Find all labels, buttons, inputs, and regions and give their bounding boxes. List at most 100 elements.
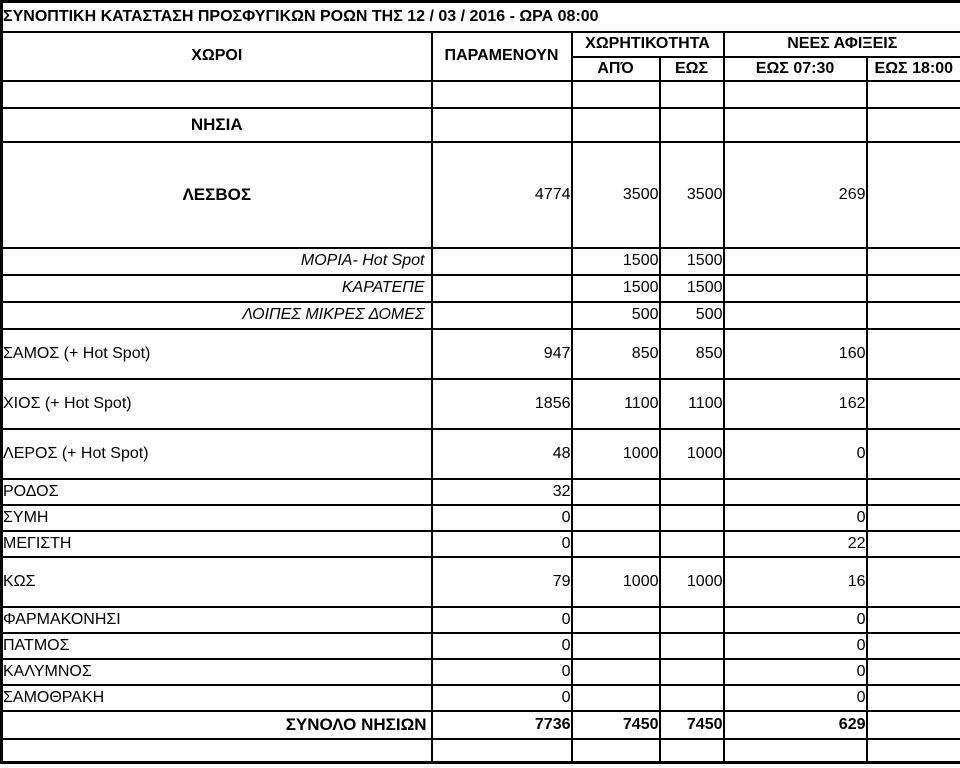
- cell-remaining: 0: [430, 529, 573, 558]
- cell-remaining: 947: [430, 327, 573, 380]
- row-label: ΧΙΟΣ (+ Hot Spot): [0, 377, 433, 430]
- cell-capacity-to: 7450: [658, 709, 725, 740]
- table-row: ΚΑΛΥΜΝΟΣ 0 0: [0, 657, 960, 686]
- table-row: [0, 737, 960, 764]
- cell-capacity-from: 1500: [570, 246, 661, 276]
- cell-arrivals-0730: 160: [722, 327, 868, 380]
- cell-remaining: [430, 106, 573, 143]
- cell-arrivals-0730: 16: [722, 555, 868, 608]
- cell-arrivals-1800: [865, 737, 960, 764]
- cell-arrivals-0730: 0: [722, 427, 868, 480]
- cell-capacity-from: 1500: [570, 273, 661, 303]
- row-label: ΚΑΛΥΜΝΟΣ: [0, 657, 433, 686]
- col-header-arrivals-0730: ΕΩΣ 07:30: [722, 55, 868, 82]
- cell-capacity-from: 1100: [570, 377, 661, 430]
- table-row: ΠΑΤΜΟΣ 0 0: [0, 631, 960, 660]
- cell-arrivals-0730: [722, 106, 868, 143]
- cell-capacity-to: 3500: [658, 140, 725, 249]
- cell-arrivals-0730: 162: [722, 377, 868, 430]
- cell-capacity-to: [658, 529, 725, 558]
- row-label: ΣΥΜΗ: [0, 503, 433, 532]
- row-label: ΛΕΡΟΣ (+ Hot Spot): [0, 427, 433, 480]
- row-label: ΛΟΙΠΕΣ ΜΙΚΡΕΣ ΔΟΜΕΣ: [0, 300, 433, 330]
- cell-capacity-to: 500: [658, 300, 725, 330]
- col-header-places: ΧΩΡΟΙ: [0, 30, 433, 82]
- row-label: ΣΑΜΟΘΡΑΚΗ: [0, 683, 433, 712]
- cell-arrivals-1800: [865, 657, 960, 686]
- cell-arrivals-0730: [722, 300, 868, 330]
- cell-arrivals-0730: 0: [722, 683, 868, 712]
- cell-arrivals-0730: [722, 246, 868, 276]
- row-label: ΚΑΡΑΤΕΠΕ: [0, 273, 433, 303]
- header-row-sub: ΑΠΌ ΕΩΣ ΕΩΣ 07:30 ΕΩΣ 18:00: [2, 55, 960, 82]
- cell-arrivals-1800: [865, 503, 960, 532]
- header-row-top: ΧΩΡΟΙ ΠΑΡΑΜΕΝΟΥΝ ΧΩΡΗΤΙΚΟΤΗΤΑ ΝΕΕΣ ΑΦΙΞΕ…: [0, 30, 960, 82]
- table-row: ΜΕΓΙΣΤΗ 0 22: [0, 529, 960, 558]
- cell-capacity-to: 850: [658, 327, 725, 380]
- cell-remaining: 4774: [430, 140, 573, 249]
- row-label: ΦΑΡΜΑΚΟΝΗΣΙ: [0, 605, 433, 634]
- col-header-capacity-from: ΑΠΌ: [570, 55, 661, 82]
- cell-capacity-to: [658, 657, 725, 686]
- cell-remaining: [430, 737, 573, 764]
- cell-capacity-from: [570, 79, 661, 109]
- cell-capacity-from: 7450: [570, 709, 661, 740]
- cell-arrivals-1800: [865, 529, 960, 558]
- cell-capacity-from: [570, 605, 661, 634]
- cell-arrivals-0730: 269: [722, 140, 868, 249]
- cell-remaining: 0: [430, 503, 573, 532]
- cell-capacity-to: [658, 79, 725, 109]
- cell-capacity-from: 500: [570, 300, 661, 330]
- row-label: ΠΑΤΜΟΣ: [0, 631, 433, 660]
- cell-capacity-from: [570, 529, 661, 558]
- cell-capacity-to: [658, 683, 725, 712]
- cell-arrivals-1800: [865, 140, 960, 249]
- col-header-capacity-to: ΕΩΣ: [658, 55, 725, 82]
- cell-arrivals-1800: [865, 709, 960, 740]
- cell-capacity-to: [658, 737, 725, 764]
- table-body: ΝΗΣΙΑ ΛΕΣΒΟΣ 4774 3500 3500 269 ΜΟΡΙΑ- Hot Spo…: [0, 79, 960, 764]
- row-label: ΣΑΜΟΣ (+ Hot Spot): [0, 327, 433, 380]
- cell-remaining: [430, 246, 573, 276]
- cell-remaining: 0: [430, 683, 573, 712]
- row-label: [0, 79, 433, 109]
- table-row: ΝΗΣΙΑ: [0, 106, 960, 143]
- cell-arrivals-1800: [865, 605, 960, 634]
- cell-arrivals-1800: [865, 555, 960, 608]
- cell-capacity-to: 1000: [658, 555, 725, 608]
- cell-remaining: [430, 79, 573, 109]
- row-label: ΣΥΝΟΛΟ ΝΗΣΙΩΝ: [0, 709, 433, 740]
- cell-arrivals-0730: [722, 737, 868, 764]
- report-title: ΣΥΝΟΠΤΙΚΗ ΚΑΤΑΣΤΑΣΗ ΠΡΟΣΦΥΓΙΚΩΝ ΡΟΩΝ ΤΗΣ…: [0, 0, 960, 33]
- table-row: ΛΕΣΒΟΣ 4774 3500 3500 269: [0, 140, 960, 249]
- row-label: [0, 737, 433, 764]
- cell-capacity-from: [570, 683, 661, 712]
- cell-capacity-from: [570, 477, 661, 506]
- table-row: ΚΑΡΑΤΕΠΕ 1500 1500: [0, 273, 960, 303]
- cell-arrivals-1800: [865, 427, 960, 480]
- cell-remaining: 79: [430, 555, 573, 608]
- row-label: ΛΕΣΒΟΣ: [0, 140, 433, 249]
- table-row: [0, 79, 960, 109]
- cell-arrivals-1800: [865, 300, 960, 330]
- cell-capacity-from: [570, 631, 661, 660]
- cell-capacity-from: [570, 737, 661, 764]
- cell-capacity-from: 850: [570, 327, 661, 380]
- cell-arrivals-0730: 0: [722, 657, 868, 686]
- cell-arrivals-0730: 22: [722, 529, 868, 558]
- cell-arrivals-0730: 0: [722, 605, 868, 634]
- cell-arrivals-1800: [865, 477, 960, 506]
- cell-capacity-from: [570, 503, 661, 532]
- cell-remaining: 7736: [430, 709, 573, 740]
- cell-arrivals-1800: [865, 377, 960, 430]
- cell-remaining: 0: [430, 605, 573, 634]
- table-row: ΣΑΜΟΘΡΑΚΗ 0 0: [0, 683, 960, 712]
- table-row: ΣΥΜΗ 0 0: [0, 503, 960, 532]
- cell-capacity-to: 1000: [658, 427, 725, 480]
- cell-arrivals-1800: [865, 79, 960, 109]
- table-row: ΜΟΡΙΑ- Hot Spot 1500 1500: [0, 246, 960, 276]
- col-header-capacity: ΧΩΡΗΤΙΚΟΤΗΤΑ: [570, 30, 725, 58]
- cell-capacity-to: [658, 631, 725, 660]
- table-row: ΛΟΙΠΕΣ ΜΙΚΡΕΣ ΔΟΜΕΣ 500 500: [0, 300, 960, 330]
